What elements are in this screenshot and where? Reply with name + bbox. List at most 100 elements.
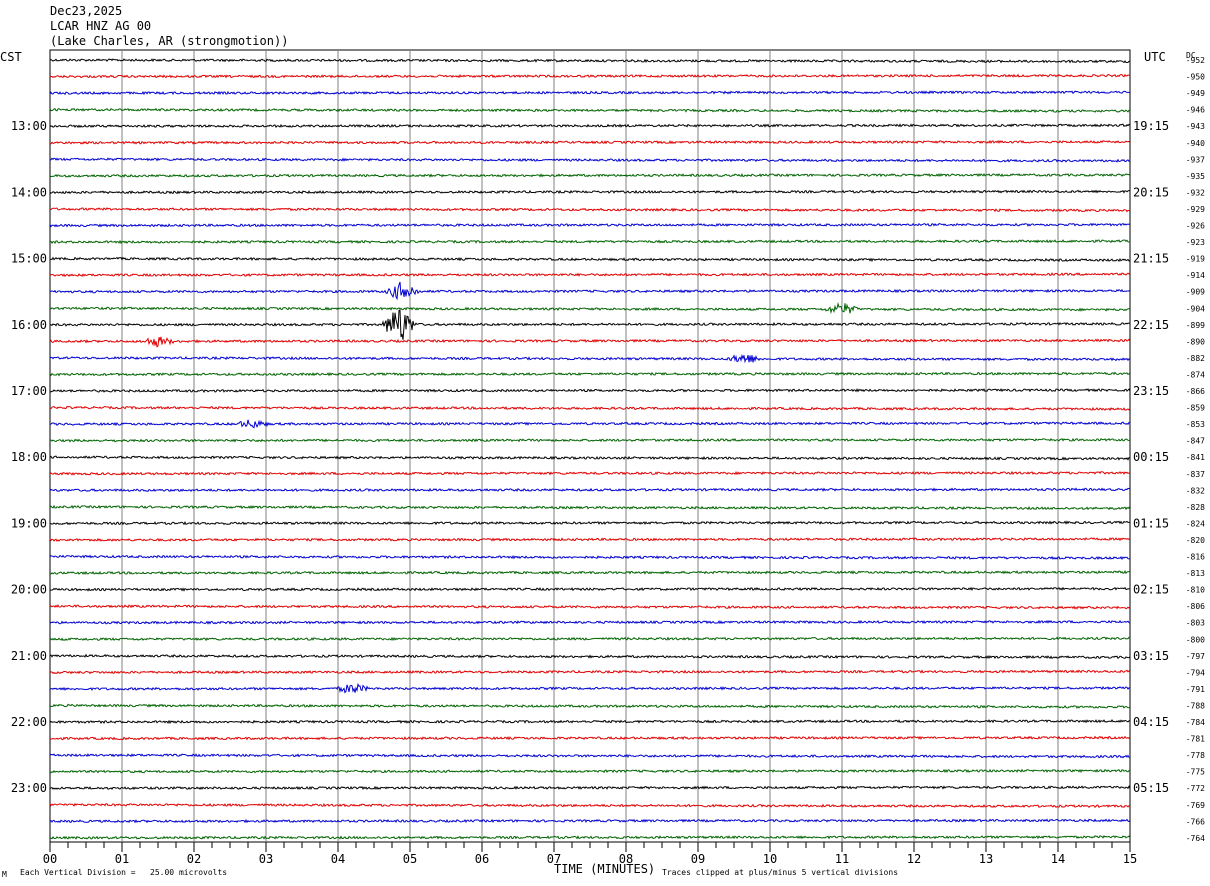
trace-line xyxy=(49,753,1131,759)
trace-line xyxy=(49,785,1131,791)
trace-line xyxy=(49,336,1131,348)
cst-time-label: 18:00 xyxy=(11,450,47,464)
dc-offset-label: -824 xyxy=(1186,519,1205,528)
trace-line xyxy=(49,818,1131,824)
x-tick-label: 00 xyxy=(43,852,57,866)
x-tick-label: 10 xyxy=(763,852,777,866)
utc-time-label: 00:15 xyxy=(1133,450,1169,464)
trace-line xyxy=(49,302,1131,315)
trace-line xyxy=(49,636,1131,642)
trace-line xyxy=(49,189,1131,195)
dc-offset-label: -950 xyxy=(1186,73,1205,82)
dc-offset-label: -775 xyxy=(1186,768,1205,777)
x-tick-label: 07 xyxy=(547,852,561,866)
utc-time-label: 21:15 xyxy=(1133,252,1169,266)
dc-offset-label: -914 xyxy=(1186,271,1205,280)
x-tick-label: 14 xyxy=(1051,852,1065,866)
trace-line xyxy=(49,73,1131,79)
dc-offset-label: -926 xyxy=(1186,222,1205,231)
dc-label: DC xyxy=(1186,51,1196,60)
utc-time-label: 05:15 xyxy=(1133,781,1169,795)
dc-offset-label: -874 xyxy=(1186,370,1205,379)
dc-offset-label: -816 xyxy=(1186,553,1205,562)
x-tick-label: 08 xyxy=(619,852,633,866)
trace-line xyxy=(49,309,1131,340)
trace-line xyxy=(49,703,1131,709)
trace-line xyxy=(49,586,1131,592)
dc-offset-label: -946 xyxy=(1186,106,1205,115)
trace-line xyxy=(49,388,1131,393)
dc-offset-label: -803 xyxy=(1186,619,1205,628)
dc-offset-label: -832 xyxy=(1186,486,1205,495)
trace-line xyxy=(49,90,1131,96)
dc-offset-label: -940 xyxy=(1186,139,1205,148)
utc-axis-label: UTC xyxy=(1144,50,1166,64)
dc-offset-label: -937 xyxy=(1186,155,1205,164)
cst-time-label: 17:00 xyxy=(11,384,47,398)
utc-time-label: 04:15 xyxy=(1133,715,1169,729)
cst-time-label: 20:00 xyxy=(11,583,47,597)
trace-line xyxy=(49,554,1131,561)
trace-line xyxy=(49,157,1131,163)
trace-line xyxy=(49,123,1131,129)
dc-offset-label: -847 xyxy=(1186,437,1205,446)
x-tick-label: 13 xyxy=(979,852,993,866)
footer-mark: M xyxy=(2,870,7,879)
trace-line xyxy=(49,371,1131,377)
dc-offset-label: -859 xyxy=(1186,404,1205,413)
dc-offset-label: -772 xyxy=(1186,784,1205,793)
x-tick-label: 04 xyxy=(331,852,345,866)
dc-offset-label: -882 xyxy=(1186,354,1205,363)
dc-offset-label: -943 xyxy=(1186,122,1205,131)
plot-frame xyxy=(49,49,1131,843)
x-tick-label: 12 xyxy=(907,852,921,866)
trace-line xyxy=(49,419,1131,429)
trace-line xyxy=(49,437,1131,443)
dc-offset-label: -778 xyxy=(1186,751,1205,760)
dc-offset-label: -899 xyxy=(1186,321,1205,330)
dc-offset-label: -949 xyxy=(1186,89,1205,98)
dc-offset-label: -784 xyxy=(1186,718,1205,727)
utc-time-label: 03:15 xyxy=(1133,649,1169,663)
trace-line xyxy=(49,604,1131,610)
trace-line xyxy=(49,504,1131,511)
x-tick-label: 05 xyxy=(403,852,417,866)
trace-line xyxy=(49,58,1131,64)
cst-time-label: 19:00 xyxy=(11,516,47,530)
axis-labels: 00 01 02 03 04 05 06 07 08 09 10 11 12 13 14 15 13:00 14:… xyxy=(11,56,1205,866)
dc-offset-label: -791 xyxy=(1186,685,1205,694)
dc-offset-label: -810 xyxy=(1186,586,1205,595)
trace-line xyxy=(49,537,1131,542)
trace-line xyxy=(49,207,1131,213)
x-tick-label: 06 xyxy=(475,852,489,866)
trace-line xyxy=(49,272,1131,278)
x-axis-title: TIME (MINUTES) xyxy=(554,862,656,876)
dc-offset-label: -794 xyxy=(1186,668,1205,677)
dc-offset-label: -909 xyxy=(1186,288,1205,297)
trace-line xyxy=(49,107,1131,114)
trace-line xyxy=(49,256,1131,263)
trace-line xyxy=(49,569,1131,575)
dc-offset-label: -797 xyxy=(1186,652,1205,661)
dc-offset-label: -764 xyxy=(1186,834,1205,843)
dc-offset-label: -866 xyxy=(1186,387,1205,396)
dc-offset-label: -806 xyxy=(1186,602,1205,611)
x-tick-label: 02 xyxy=(187,852,201,866)
dc-offset-label: -820 xyxy=(1186,536,1205,545)
cst-time-label: 15:00 xyxy=(11,252,47,266)
trace-group xyxy=(49,58,1131,840)
dc-offset-label: -781 xyxy=(1186,735,1205,744)
dc-offset-label: -935 xyxy=(1186,172,1205,181)
trace-line xyxy=(49,520,1131,526)
location-label: (Lake Charles, AR (strongmotion)) xyxy=(50,34,289,48)
dc-offset-label: -919 xyxy=(1186,255,1205,264)
dc-offset-label: -904 xyxy=(1186,304,1205,313)
x-tick-label: 15 xyxy=(1123,852,1137,866)
x-axis-ticks xyxy=(49,842,1131,852)
cst-time-label: 21:00 xyxy=(11,649,47,663)
x-tick-label: 01 xyxy=(115,852,129,866)
x-tick-label: 11 xyxy=(835,852,849,866)
trace-line xyxy=(49,653,1131,660)
dc-offset-label: -853 xyxy=(1186,420,1205,429)
dc-offset-label: -837 xyxy=(1186,470,1205,479)
